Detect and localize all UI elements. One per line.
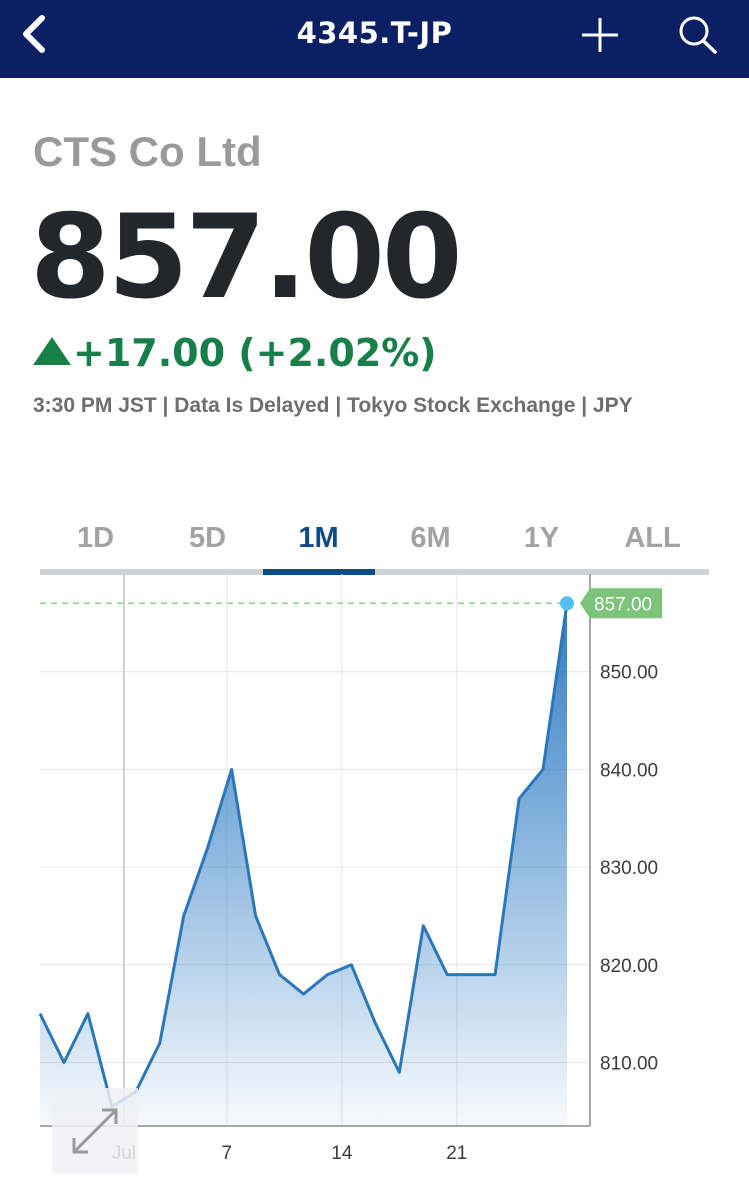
- data-point: [206, 846, 209, 849]
- data-point: [470, 973, 473, 976]
- tab-1d[interactable]: 1D: [76, 522, 115, 554]
- data-point: [422, 924, 425, 927]
- data-point: [494, 973, 497, 976]
- back-chevron-icon: [23, 15, 45, 53]
- data-point: [182, 914, 185, 917]
- tab-1y[interactable]: 1Y: [523, 522, 560, 554]
- tab-selected-indicator: [263, 569, 375, 575]
- y-tick-label: 840.00: [600, 760, 658, 781]
- tab-all[interactable]: ALL: [624, 522, 681, 554]
- top-navigation-bar: 4345.T-JP: [0, 0, 749, 78]
- price-area-fill: [40, 603, 567, 1126]
- search-icon: [679, 16, 717, 54]
- data-point: [350, 963, 353, 966]
- y-tick-label: 830.00: [600, 858, 658, 879]
- data-point: [278, 973, 281, 976]
- tab-5d[interactable]: 5D: [188, 522, 227, 554]
- data-point: [158, 1041, 161, 1044]
- data-point: [398, 1071, 401, 1074]
- x-tick-label: 14: [331, 1143, 353, 1164]
- data-point: [254, 914, 257, 917]
- data-point: [446, 973, 449, 976]
- data-point: [374, 1022, 377, 1025]
- company-name: CTS Co Ltd: [33, 128, 262, 175]
- data-point: [326, 973, 329, 976]
- data-point: [39, 1012, 42, 1015]
- tab-6m[interactable]: 6M: [410, 522, 451, 554]
- price-change-value: +17.00 (+2.02%): [73, 331, 437, 375]
- y-tick-label: 810.00: [600, 1053, 658, 1074]
- last-price: 857.00: [30, 190, 463, 325]
- tab-1m[interactable]: 1M: [298, 522, 339, 554]
- search-button[interactable]: [672, 10, 724, 62]
- data-point: [518, 797, 521, 800]
- data-point: [302, 993, 305, 996]
- price-change: +17.00 (+2.02%): [33, 326, 437, 380]
- y-tick-label: 850.00: [600, 663, 658, 684]
- data-point: [230, 768, 233, 771]
- data-point: [62, 1061, 65, 1064]
- price-chart[interactable]: 810.00820.00830.00840.00850.00Jul7142185…: [0, 574, 749, 1174]
- last-price-dot: [560, 596, 574, 611]
- x-tick-label: 21: [446, 1143, 467, 1164]
- expand-chart-button[interactable]: [52, 1088, 138, 1174]
- last-price-badge-label: 857.00: [594, 594, 652, 615]
- ticker-title: 4345.T-JP: [296, 16, 453, 50]
- last-price-badge: [580, 588, 662, 619]
- back-button[interactable]: [12, 12, 60, 60]
- data-point: [542, 768, 545, 771]
- add-to-watchlist-button[interactable]: [576, 12, 624, 60]
- expand-arrows-icon: [72, 1108, 118, 1154]
- up-triangle-icon: [33, 337, 71, 365]
- y-tick-label: 820.00: [600, 956, 658, 977]
- plus-icon: [582, 18, 618, 52]
- quote-meta-info: 3:30 PM JST | Data Is Delayed | Tokyo St…: [33, 394, 633, 417]
- x-tick-label: 7: [222, 1143, 233, 1164]
- data-point: [86, 1012, 89, 1015]
- range-tabs: 1D 5D 1M 6M 1Y ALL: [40, 516, 709, 576]
